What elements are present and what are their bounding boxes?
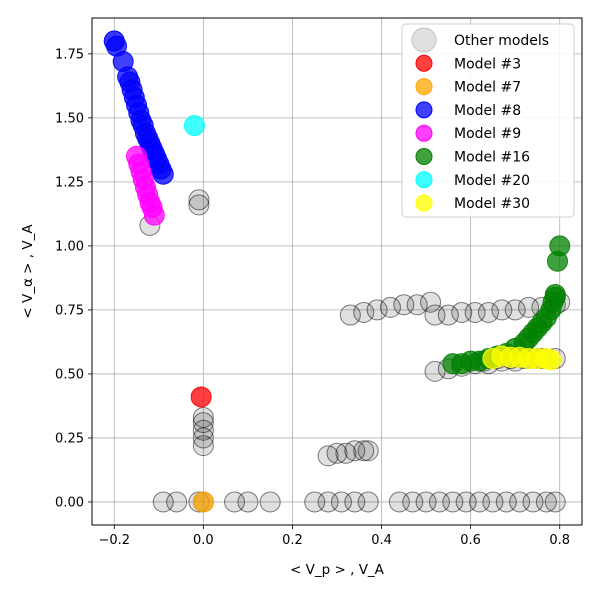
other-models-point: [357, 491, 379, 513]
model-30-point: [540, 349, 562, 371]
other-models-point: [357, 440, 379, 462]
legend-marker: [415, 171, 433, 189]
other-models-point: [437, 304, 459, 326]
model-9-point: [143, 204, 165, 226]
x-tick-label: −0.2: [98, 533, 130, 548]
other-models-point: [535, 491, 557, 513]
other-models-point: [192, 435, 214, 457]
other-models-point: [188, 189, 210, 211]
other-models-point: [188, 194, 210, 216]
model-8-point: [152, 163, 174, 185]
x-axis-label: < V_p > , V_A: [290, 562, 385, 578]
legend-label: Model #20: [454, 173, 530, 189]
legend-label: Model #9: [454, 126, 521, 142]
plot-frame: [91, 17, 583, 526]
legend: Other models Model #3 Model #7 Model #8 Mode…: [401, 23, 575, 218]
other-models-point: [166, 491, 188, 513]
legend-marker: [415, 78, 433, 96]
x-tick-label: 0.8: [549, 533, 570, 548]
other-models-point: [192, 412, 214, 434]
other-models-point: [504, 299, 526, 321]
x-tick-label: 0.4: [371, 533, 392, 548]
other-models-point: [339, 304, 361, 326]
legend-label: Model #3: [454, 56, 521, 72]
other-models-point: [420, 291, 442, 313]
y-tick-label: 1.25: [55, 175, 84, 190]
legend-marker: [411, 27, 437, 53]
axis-ticks: −0.2 0.0 0.2 0.4 0.6 0.8 0.00 0.25 0.50 0.75 1.00 1…: [55, 47, 570, 548]
legend-label: Model #8: [454, 103, 521, 119]
legend-label: Model #30: [454, 196, 530, 212]
other-models-point: [353, 301, 375, 323]
other-models-point: [406, 294, 428, 316]
y-tick-label: 1.75: [55, 47, 84, 62]
other-models-point: [259, 491, 281, 513]
grid: [92, 18, 582, 525]
legend-marker: [415, 54, 433, 72]
x-tick-label: 0.6: [460, 533, 481, 548]
other-models-point: [379, 296, 401, 318]
legend-label: Model #16: [454, 150, 530, 166]
legend-marker: [415, 148, 433, 165]
other-models-point: [424, 360, 446, 382]
legend-marker: [415, 101, 433, 119]
legend-box: [401, 23, 575, 218]
y-axis-label: < V_α > , V_A: [20, 224, 36, 319]
y-tick-label: 1.00: [55, 239, 84, 254]
data-points: [103, 30, 571, 513]
model-3-point: [190, 386, 212, 408]
y-tick-label: 0.50: [55, 367, 84, 382]
x-tick-label: 0.0: [193, 533, 214, 548]
y-tick-label: 0.25: [55, 431, 84, 446]
other-models-point: [544, 491, 566, 513]
other-models-point: [326, 442, 348, 464]
y-tick-label: 0.00: [55, 495, 84, 510]
model-7-point: [192, 491, 214, 513]
model-16-point: [549, 235, 571, 257]
other-models-point: [335, 442, 357, 464]
other-models-point: [192, 419, 214, 441]
legend-marker: [415, 194, 433, 212]
other-models-point: [366, 299, 388, 321]
y-tick-label: 1.50: [55, 111, 84, 126]
x-tick-label: 0.2: [282, 533, 303, 548]
other-models-point: [317, 445, 339, 467]
legend-marker: [415, 124, 433, 142]
other-models-point: [192, 427, 214, 449]
y-tick-label: 0.75: [55, 303, 84, 318]
model-20-point: [183, 115, 205, 137]
legend-label: Other models: [454, 33, 549, 49]
model-16-point: [544, 284, 566, 306]
other-models-point: [353, 440, 375, 462]
legend-label: Model #7: [454, 80, 521, 96]
other-models-point: [477, 301, 499, 323]
other-models-point: [237, 491, 259, 513]
